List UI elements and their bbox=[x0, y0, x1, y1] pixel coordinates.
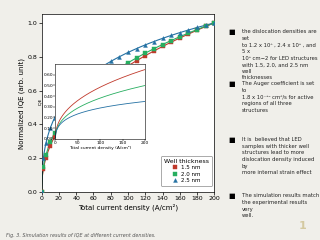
2.0 nm bbox=[169, 39, 173, 42]
1.5 nm bbox=[109, 76, 113, 79]
Text: ■: ■ bbox=[228, 137, 235, 143]
2.0 nm bbox=[40, 191, 44, 193]
1.5 nm bbox=[92, 89, 95, 92]
1.5 nm bbox=[52, 135, 57, 138]
2.0 nm bbox=[66, 111, 69, 114]
2.5 nm bbox=[109, 60, 113, 63]
2.5 nm bbox=[48, 127, 52, 130]
Text: ■: ■ bbox=[228, 81, 235, 87]
2.0 nm bbox=[100, 78, 104, 81]
X-axis label: Total current density (A/cm²): Total current density (A/cm²) bbox=[78, 204, 178, 211]
2.5 nm bbox=[143, 43, 147, 46]
1.5 nm bbox=[57, 128, 61, 131]
Line: 2.0 nm: 2.0 nm bbox=[40, 21, 216, 194]
2.0 nm bbox=[161, 43, 164, 46]
Text: ■: ■ bbox=[228, 193, 235, 199]
2.5 nm bbox=[212, 21, 216, 24]
2.5 nm bbox=[66, 96, 69, 98]
1.5 nm bbox=[48, 144, 52, 147]
1.5 nm bbox=[212, 21, 216, 24]
2.5 nm bbox=[83, 78, 87, 81]
1.5 nm bbox=[100, 82, 104, 85]
2.0 nm bbox=[187, 32, 190, 35]
2.5 nm bbox=[52, 116, 57, 119]
Text: The simulation results match
the experimental results very
well.: The simulation results match the experim… bbox=[242, 193, 319, 218]
2.5 nm bbox=[74, 86, 78, 89]
2.5 nm bbox=[187, 29, 190, 31]
2.0 nm bbox=[135, 56, 139, 59]
1.5 nm bbox=[135, 59, 139, 62]
2.5 nm bbox=[204, 24, 208, 27]
2.0 nm bbox=[178, 35, 182, 38]
Legend: 1.5 nm, 2.0 nm, 2.5 nm: 1.5 nm, 2.0 nm, 2.5 nm bbox=[161, 156, 212, 186]
2.5 nm bbox=[40, 191, 44, 193]
Y-axis label: Normalized IQE (arb. unit): Normalized IQE (arb. unit) bbox=[18, 58, 25, 149]
Text: The Auger coefficient is set to
1.8 x 10⁻³⁰ cm⁶/s for active
regions of all thre: The Auger coefficient is set to 1.8 x 10… bbox=[242, 81, 314, 113]
2.5 nm bbox=[161, 37, 164, 40]
2.5 nm bbox=[41, 157, 45, 160]
1.5 nm bbox=[83, 97, 87, 100]
2.0 nm bbox=[41, 166, 45, 169]
2.0 nm bbox=[117, 67, 121, 70]
2.5 nm bbox=[92, 71, 95, 74]
Text: Fig. 3. Simulation results of IQE at different current densities.: Fig. 3. Simulation results of IQE at dif… bbox=[6, 233, 156, 238]
2.0 nm bbox=[126, 61, 130, 64]
2.0 nm bbox=[83, 93, 87, 96]
2.0 nm bbox=[57, 124, 61, 127]
2.5 nm bbox=[178, 31, 182, 34]
1.5 nm bbox=[74, 106, 78, 108]
Line: 1.5 nm: 1.5 nm bbox=[40, 21, 216, 194]
1.5 nm bbox=[169, 41, 173, 44]
2.0 nm bbox=[195, 28, 199, 31]
1.5 nm bbox=[40, 191, 44, 193]
Text: ■: ■ bbox=[228, 29, 235, 35]
2.0 nm bbox=[44, 154, 48, 157]
Text: the dislocation densities are set
to 1.2 x 10⁸ , 2.4 x 10⁸ , and 5 x
10⁸ cm−2 fo: the dislocation densities are set to 1.2… bbox=[242, 29, 317, 80]
2.0 nm bbox=[92, 85, 95, 88]
2.0 nm bbox=[212, 21, 216, 24]
Text: It is  believed that LED
samples with thicker well
structures lead to more
dislo: It is believed that LED samples with thi… bbox=[242, 137, 314, 175]
1.5 nm bbox=[41, 168, 45, 171]
2.5 nm bbox=[126, 51, 130, 54]
1.5 nm bbox=[66, 116, 69, 119]
2.0 nm bbox=[152, 47, 156, 50]
2.5 nm bbox=[169, 34, 173, 37]
Text: 1: 1 bbox=[299, 221, 306, 231]
1.5 nm bbox=[161, 45, 164, 48]
2.5 nm bbox=[152, 40, 156, 43]
1.5 nm bbox=[204, 25, 208, 28]
2.0 nm bbox=[52, 132, 57, 134]
1.5 nm bbox=[44, 156, 48, 159]
2.5 nm bbox=[100, 65, 104, 68]
1.5 nm bbox=[187, 33, 190, 36]
2.5 nm bbox=[117, 55, 121, 58]
1.5 nm bbox=[178, 36, 182, 39]
2.0 nm bbox=[143, 52, 147, 54]
2.5 nm bbox=[44, 142, 48, 145]
2.0 nm bbox=[74, 102, 78, 104]
1.5 nm bbox=[126, 65, 130, 67]
2.5 nm bbox=[135, 47, 139, 50]
2.0 nm bbox=[48, 141, 52, 144]
1.5 nm bbox=[117, 70, 121, 73]
1.5 nm bbox=[195, 29, 199, 32]
2.5 nm bbox=[57, 108, 61, 111]
2.0 nm bbox=[109, 72, 113, 75]
1.5 nm bbox=[143, 54, 147, 57]
Line: 2.5 nm: 2.5 nm bbox=[40, 21, 216, 194]
1.5 nm bbox=[152, 49, 156, 52]
2.5 nm bbox=[195, 26, 199, 29]
2.0 nm bbox=[204, 25, 208, 28]
